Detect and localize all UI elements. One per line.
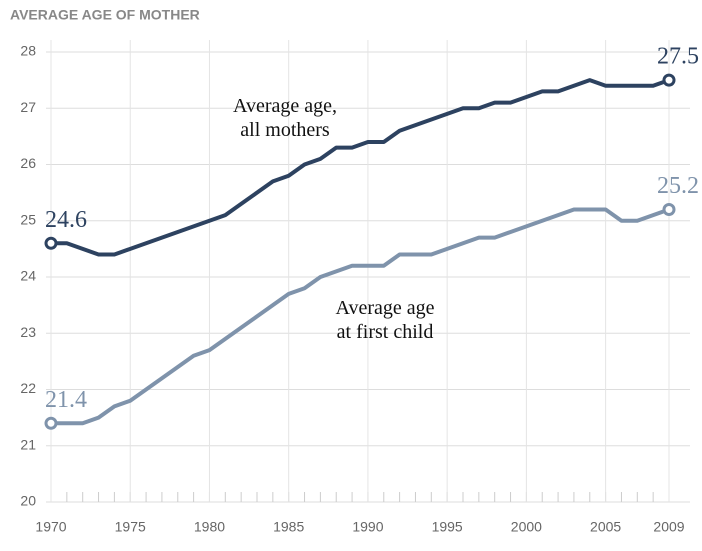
x-tick-label: 1970 (35, 519, 66, 535)
series-line (51, 78, 670, 257)
end-marker (44, 416, 58, 430)
end-marker (44, 236, 58, 250)
value-label: 25.2 (657, 173, 699, 199)
y-tick-label: 23 (20, 324, 36, 340)
y-tick-label: 24 (20, 268, 36, 284)
value-label: 27.5 (657, 44, 699, 70)
chart-title: AVERAGE AGE OF MOTHER (10, 7, 200, 23)
end-marker (662, 73, 676, 87)
x-tick-label: 1985 (273, 519, 304, 535)
y-tick-label: 26 (20, 155, 36, 171)
x-tick-label: 2000 (511, 519, 542, 535)
series-line (51, 207, 670, 426)
y-tick-label: 20 (20, 493, 36, 509)
x-tick-label: 1975 (115, 519, 146, 535)
y-tick-label: 25 (20, 211, 36, 227)
series-label: Average age at first child (335, 297, 435, 343)
y-tick-label: 21 (20, 436, 36, 452)
x-tick-label: 2009 (653, 519, 684, 535)
y-tick-label: 27 (20, 99, 36, 115)
end-marker (662, 203, 676, 216)
value-label: 21.4 (45, 387, 87, 413)
x-tick-label: 1990 (352, 519, 383, 535)
x-tick-label: 2005 (590, 519, 621, 535)
series-label: Average age, all mothers (232, 95, 337, 141)
x-tick-label: 1980 (194, 519, 225, 535)
x-tick-label: 1995 (432, 519, 463, 535)
value-label: 24.6 (45, 207, 87, 233)
y-tick-label: 22 (20, 380, 36, 396)
y-tick-label: 28 (20, 43, 36, 59)
